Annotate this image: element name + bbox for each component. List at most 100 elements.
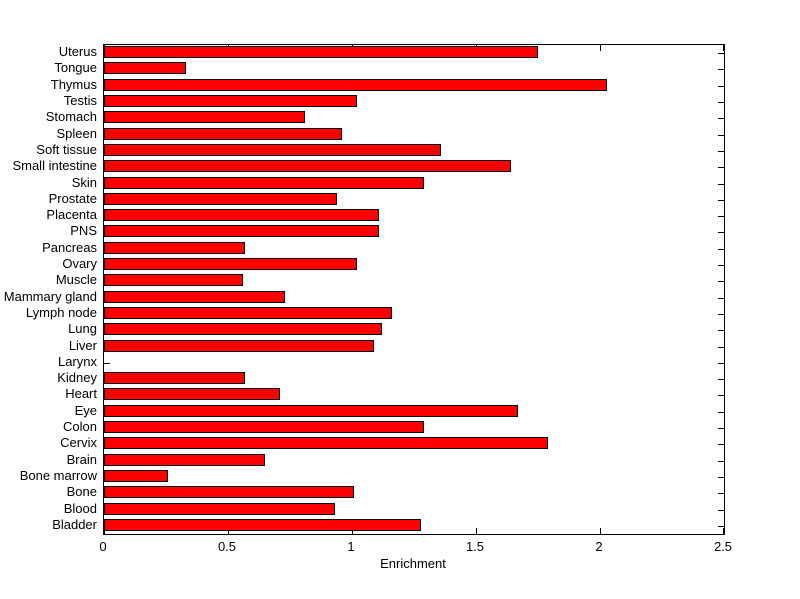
y-axis-tick-right [718, 330, 724, 331]
bar-thymus [104, 79, 607, 91]
y-axis-tick-right [718, 477, 724, 478]
y-axis-tick-right [718, 347, 724, 348]
x-axis-tick [723, 45, 724, 51]
y-axis-tick-right [718, 135, 724, 136]
y-category-label: Mammary gland [3, 289, 97, 304]
bar-lymph-node [104, 307, 392, 319]
y-axis-tick-right [718, 151, 724, 152]
bar-blood [104, 503, 335, 515]
y-axis-tick-right [718, 461, 724, 462]
x-tick-label: 2 [595, 539, 603, 554]
y-axis-tick-right [718, 281, 724, 282]
y-axis-tick-right [718, 184, 724, 185]
y-category-label: Heart [65, 386, 97, 401]
x-axis-tick [352, 528, 353, 534]
y-category-label: Skin [71, 175, 97, 190]
y-axis-tick-right [718, 379, 724, 380]
bar-eye [104, 405, 518, 417]
y-axis-tick-right [718, 265, 724, 266]
bar-bladder [104, 519, 421, 531]
y-category-label: Lung [68, 321, 97, 336]
y-axis-tick-right [718, 102, 724, 103]
bar-bone-marrow [104, 470, 168, 482]
bar-liver [104, 340, 374, 352]
bar-soft-tissue [104, 144, 441, 156]
x-axis-tick [104, 528, 105, 534]
x-axis-tick [723, 528, 724, 534]
y-category-label: Thymus [50, 77, 97, 92]
bar-small-intestine [104, 160, 511, 172]
y-axis-tick-right [718, 412, 724, 413]
y-axis-tick-right [718, 298, 724, 299]
bar-placenta [104, 209, 379, 221]
x-axis-label: Enrichment [380, 556, 446, 571]
bar-lung [104, 323, 382, 335]
y-category-label: Bone [66, 484, 97, 499]
bar-heart [104, 388, 280, 400]
bar-pns [104, 225, 379, 237]
y-axis-tick-right [718, 118, 724, 119]
bar-prostate [104, 193, 337, 205]
y-axis-tick-right [718, 510, 724, 511]
bar-uterus [104, 46, 538, 58]
y-category-label: Brain [66, 452, 97, 467]
y-axis-tick-right [718, 69, 724, 70]
y-axis-tick-right [718, 395, 724, 396]
y-category-label: Eye [74, 403, 97, 418]
y-axis-tick-right [718, 249, 724, 250]
y-category-label: Lymph node [25, 305, 97, 320]
y-category-label: Small intestine [12, 158, 97, 173]
y-category-label: Bladder [52, 517, 97, 532]
y-axis-tick-right [718, 314, 724, 315]
y-category-label: Spleen [56, 126, 97, 141]
x-tick-label: 1.5 [465, 539, 485, 554]
bar-bone [104, 486, 354, 498]
y-axis-tick-right [718, 216, 724, 217]
y-category-label: PNS [70, 223, 97, 238]
y-category-label: Placenta [46, 207, 97, 222]
y-category-label: Blood [63, 501, 97, 516]
bar-skin [104, 177, 424, 189]
y-category-label: Bone marrow [19, 468, 97, 483]
y-axis-tick-right [718, 86, 724, 87]
bar-brain [104, 454, 265, 466]
y-axis-tick-right [718, 232, 724, 233]
plot-area [103, 44, 725, 535]
bar-muscle [104, 274, 243, 286]
y-category-label: Ovary [62, 256, 97, 271]
x-tick-label: 0 [99, 539, 107, 554]
bar-tongue [104, 62, 186, 74]
y-category-label: Testis [63, 93, 97, 108]
y-axis-tick-right [718, 363, 724, 364]
bar-colon [104, 421, 424, 433]
bar-spleen [104, 128, 342, 140]
x-axis-tick [600, 528, 601, 534]
bar-cervix [104, 437, 548, 449]
x-tick-label: 0.5 [217, 539, 237, 554]
y-axis-tick-right [718, 53, 724, 54]
y-category-label: Stomach [45, 109, 97, 124]
y-category-label: Liver [68, 338, 97, 353]
y-category-label: Uterus [58, 44, 97, 59]
bar-pancreas [104, 242, 245, 254]
x-axis-tick [476, 528, 477, 534]
y-category-label: Kidney [57, 370, 97, 385]
y-category-label: Muscle [55, 272, 97, 287]
y-category-label: Soft tissue [36, 142, 97, 157]
y-category-label: Cervix [60, 435, 97, 450]
bar-ovary [104, 258, 357, 270]
x-tick-label: 1 [347, 539, 355, 554]
y-axis-tick-right [718, 167, 724, 168]
y-category-label: Tongue [54, 60, 97, 75]
y-category-label: Pancreas [42, 240, 97, 255]
y-axis-tick-right [718, 493, 724, 494]
y-category-label: Prostate [48, 191, 97, 206]
bar-stomach [104, 111, 305, 123]
x-tick-label: 2.5 [713, 539, 733, 554]
y-axis-tick-right [718, 444, 724, 445]
y-category-label: Larynx [57, 354, 97, 369]
y-axis-tick-right [718, 200, 724, 201]
y-axis-tick-right [718, 428, 724, 429]
x-axis-tick [228, 528, 229, 534]
